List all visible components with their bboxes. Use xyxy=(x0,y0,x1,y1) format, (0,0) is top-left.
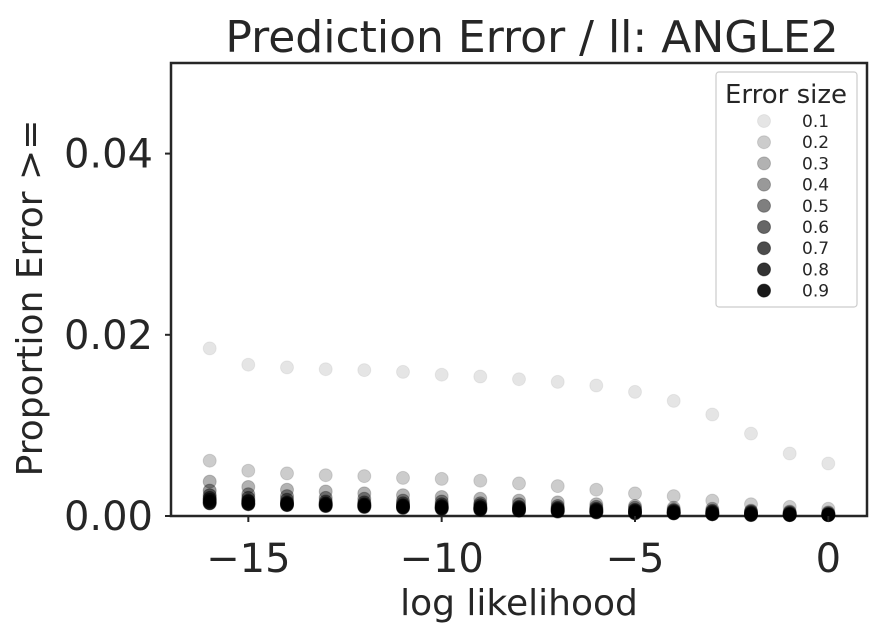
data-point xyxy=(550,374,565,389)
data-point xyxy=(280,466,294,481)
data-point xyxy=(666,393,681,408)
legend-label: 0.4 xyxy=(802,176,829,196)
legend: Error size 0.10.20.30.40.50.60.70.80.9 xyxy=(715,71,858,308)
legend-label: 0.2 xyxy=(802,133,829,153)
legend-label: 0.5 xyxy=(802,197,829,217)
legend-label: 0.3 xyxy=(802,154,829,174)
data-point xyxy=(512,503,526,518)
x-tick-label: −5 xyxy=(606,536,665,582)
x-tick-label: −15 xyxy=(206,536,290,582)
data-point xyxy=(705,407,720,422)
data-point xyxy=(202,341,217,356)
data-point xyxy=(241,497,256,512)
data-point xyxy=(318,499,333,513)
x-axis-label: log likelihood xyxy=(400,583,638,624)
legend-label: 0.7 xyxy=(802,239,829,259)
data-point xyxy=(202,474,217,489)
data-point xyxy=(512,476,526,491)
legend-marker xyxy=(757,177,771,192)
legend-marker xyxy=(757,283,771,298)
legend-marker xyxy=(757,241,771,256)
data-point xyxy=(318,468,333,483)
y-axis-ticks: 0.00 0.02 0.04 xyxy=(64,132,171,540)
series-0.9 xyxy=(202,496,836,523)
legend-marker xyxy=(757,198,771,213)
legend-marker xyxy=(757,262,771,277)
y-tick-label: 0.04 xyxy=(64,132,153,178)
data-point xyxy=(357,363,372,378)
data-point xyxy=(396,470,410,485)
chart-title: Prediction Error / ll: ANGLE2 xyxy=(225,12,838,63)
legend-title: Error size xyxy=(725,80,847,110)
data-point xyxy=(589,482,604,497)
legend-label: 0.9 xyxy=(802,282,829,302)
data-point xyxy=(318,362,333,377)
legend-label: 0.8 xyxy=(802,260,829,280)
data-point xyxy=(550,479,565,494)
data-point xyxy=(434,501,449,516)
data-point xyxy=(473,369,488,384)
data-point xyxy=(434,471,449,486)
data-point xyxy=(396,500,410,515)
data-point xyxy=(782,508,797,523)
data-points xyxy=(202,341,836,523)
data-point xyxy=(241,463,256,478)
data-point xyxy=(357,499,372,514)
y-tick-label: 0.00 xyxy=(64,494,153,540)
data-point xyxy=(666,489,681,504)
x-tick-label: 0 xyxy=(816,536,841,582)
data-point xyxy=(821,456,836,471)
data-point xyxy=(628,486,642,501)
legend-label: 0.6 xyxy=(802,218,829,238)
data-point xyxy=(202,496,217,511)
data-point xyxy=(782,446,797,461)
data-point xyxy=(473,473,488,488)
legend-marker xyxy=(757,156,771,171)
data-point xyxy=(589,505,604,520)
data-point xyxy=(241,357,256,372)
data-point xyxy=(550,504,565,519)
data-point xyxy=(705,507,720,522)
legend-label: 0.1 xyxy=(802,112,829,132)
y-axis-label: Proportion Error >= xyxy=(10,120,51,477)
x-tick-label: −10 xyxy=(399,536,483,582)
legend-marker xyxy=(757,114,771,128)
data-point xyxy=(202,453,217,468)
data-point xyxy=(628,384,642,399)
legend-box xyxy=(715,71,858,308)
series-0.1 xyxy=(202,341,836,471)
legend-marker xyxy=(757,220,771,234)
legend-items: 0.10.20.30.40.50.60.70.80.9 xyxy=(757,112,829,302)
data-point xyxy=(744,508,758,523)
data-point xyxy=(473,502,488,517)
data-point xyxy=(666,506,681,521)
legend-marker xyxy=(757,135,771,150)
data-point xyxy=(512,372,526,387)
data-point xyxy=(280,498,294,513)
data-point xyxy=(357,469,372,484)
data-point xyxy=(396,364,410,379)
data-point xyxy=(589,378,604,393)
data-point xyxy=(280,360,294,375)
x-axis-ticks: −15 −10 −5 0 xyxy=(206,516,841,582)
y-tick-label: 0.02 xyxy=(64,313,153,359)
data-point xyxy=(744,426,758,441)
data-point xyxy=(434,367,449,382)
